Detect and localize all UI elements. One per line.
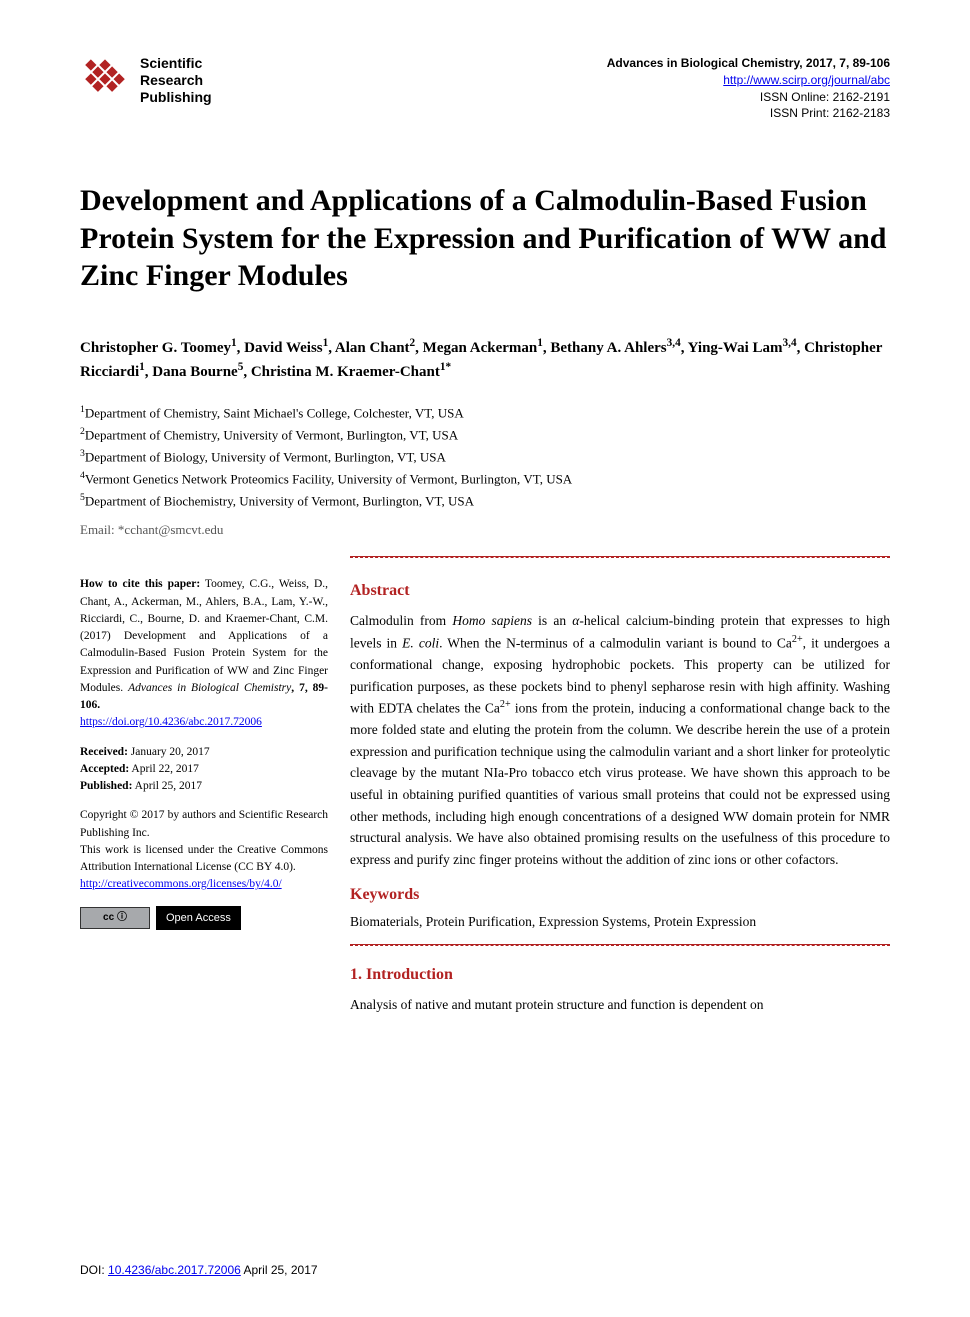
publisher-logo-icon — [80, 55, 130, 105]
cite-doi-link[interactable]: https://doi.org/10.4236/abc.2017.72006 — [80, 716, 262, 728]
accepted-date: April 22, 2017 — [129, 763, 199, 775]
cite-label: How to cite this paper: — [80, 578, 200, 590]
email-value: cchant@smcvt.edu — [124, 522, 223, 537]
two-column-body: How to cite this paper: Toomey, C.G., We… — [80, 576, 890, 1016]
journal-citation: Advances in Biological Chemistry, 2017, … — [607, 55, 890, 72]
copyright-line1: Copyright © 2017 by authors and Scientif… — [80, 809, 328, 838]
open-access-badge: Open Access — [156, 906, 241, 931]
left-sidebar: How to cite this paper: Toomey, C.G., We… — [80, 576, 328, 1016]
email-label: Email: * — [80, 522, 124, 537]
journal-url-link[interactable]: http://www.scirp.org/journal/abc — [723, 73, 890, 87]
journal-info: Advances in Biological Chemistry, 2017, … — [607, 55, 890, 122]
issn-online: ISSN Online: 2162-2191 — [607, 89, 890, 106]
main-content: Abstract Calmodulin from Homo sapiens is… — [350, 576, 890, 1016]
affil-1: 1Department of Chemistry, Saint Michael'… — [80, 402, 890, 424]
footer-date: April 25, 2017 — [241, 1263, 318, 1277]
section-divider-bottom — [350, 944, 890, 946]
affil-5: 5Department of Biochemistry, University … — [80, 490, 890, 512]
abstract-heading: Abstract — [350, 582, 890, 600]
paper-title: Development and Applications of a Calmod… — [80, 182, 890, 295]
publisher-name-l2: Research — [140, 72, 212, 89]
how-to-cite: How to cite this paper: Toomey, C.G., We… — [80, 576, 328, 731]
keywords-heading: Keywords — [350, 886, 890, 904]
authors-block: Christopher G. Toomey1, David Weiss1, Al… — [80, 335, 890, 384]
affil-3: 3Department of Biology, University of Ve… — [80, 446, 890, 468]
dates-block: Received: January 20, 2017 Accepted: Apr… — [80, 744, 328, 796]
affil-4: 4Vermont Genetics Network Proteomics Fac… — [80, 468, 890, 490]
keywords-text: Biomaterials, Protein Purification, Expr… — [350, 914, 890, 930]
publisher-name: Scientific Research Publishing — [140, 55, 212, 105]
footer-doi-link[interactable]: 10.4236/abc.2017.72006 — [108, 1263, 241, 1277]
copyright-block: Copyright © 2017 by authors and Scientif… — [80, 807, 328, 893]
publisher-name-l1: Scientific — [140, 55, 212, 72]
page-header: Scientific Research Publishing Advances … — [80, 55, 890, 122]
accepted-label: Accepted: — [80, 763, 129, 775]
publisher-logo-block: Scientific Research Publishing — [80, 55, 212, 105]
corresponding-email: Email: *cchant@smcvt.edu — [80, 522, 890, 538]
footer-doi-label: DOI: — [80, 1263, 108, 1277]
received-label: Received: — [80, 746, 128, 758]
license-badges: cc ⓘ Open Access — [80, 906, 328, 931]
intro-heading: 1. Introduction — [350, 966, 890, 984]
cc-url-link[interactable]: http://creativecommons.org/licenses/by/4… — [80, 878, 282, 890]
published-date: April 25, 2017 — [132, 780, 202, 792]
cite-text: Toomey, C.G., Weiss, D., Chant, A., Acke… — [80, 578, 328, 694]
page-footer: DOI: 10.4236/abc.2017.72006 April 25, 20… — [80, 1263, 318, 1277]
published-label: Published: — [80, 780, 132, 792]
cc-by-badge: cc ⓘ — [80, 907, 150, 929]
intro-text: Analysis of native and mutant protein st… — [350, 994, 890, 1016]
issn-print: ISSN Print: 2162-2183 — [607, 105, 890, 122]
copyright-line2: This work is licensed under the Creative… — [80, 844, 328, 873]
cite-journal: Advances in Biological Chemistry — [128, 682, 291, 694]
affiliations-block: 1Department of Chemistry, Saint Michael'… — [80, 402, 890, 513]
publisher-name-l3: Publishing — [140, 89, 212, 106]
section-divider-top — [350, 556, 890, 558]
affil-2: 2Department of Chemistry, University of … — [80, 424, 890, 446]
received-date: January 20, 2017 — [128, 746, 210, 758]
abstract-text: Calmodulin from Homo sapiens is an α-hel… — [350, 610, 890, 870]
